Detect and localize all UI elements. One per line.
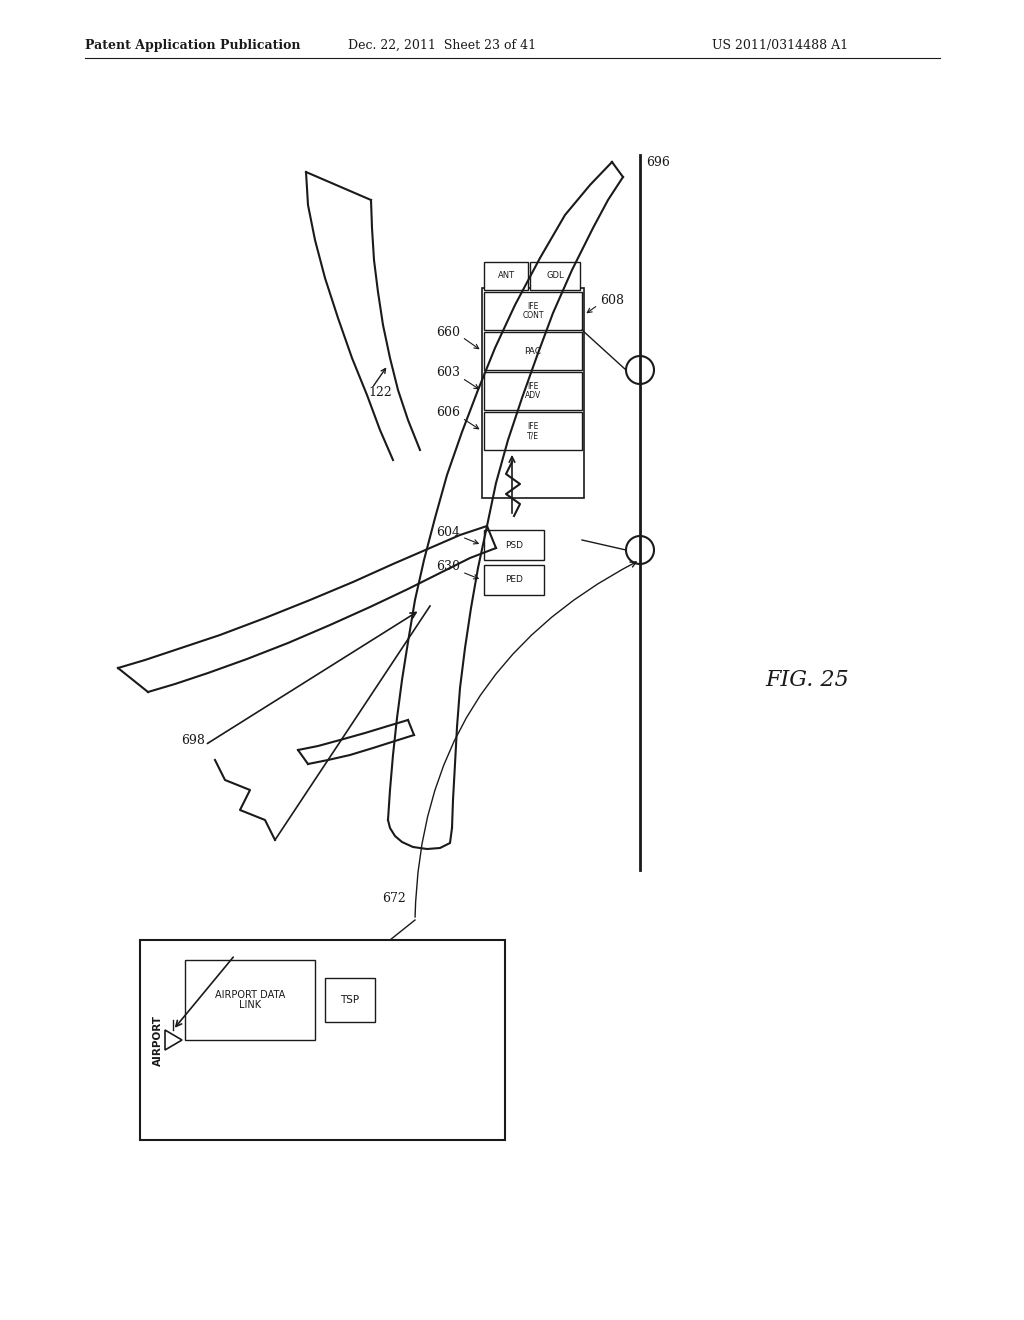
FancyBboxPatch shape [530,261,580,290]
Text: AIRPORT DATA
LINK: AIRPORT DATA LINK [215,990,285,1010]
Text: PSD: PSD [505,540,523,549]
Text: US 2011/0314488 A1: US 2011/0314488 A1 [712,38,848,51]
Text: 660: 660 [436,326,460,338]
Text: 122: 122 [368,387,392,400]
Text: 696: 696 [646,157,670,169]
Text: 630: 630 [436,561,460,573]
FancyBboxPatch shape [484,261,528,290]
Text: IFE
CONT: IFE CONT [522,302,544,321]
FancyBboxPatch shape [484,531,544,560]
Text: 608: 608 [600,293,624,306]
FancyBboxPatch shape [484,372,582,411]
Text: 603: 603 [436,367,460,380]
FancyBboxPatch shape [140,940,505,1140]
Text: PED: PED [505,576,523,585]
Text: ANT: ANT [498,272,515,281]
Text: 698: 698 [181,734,205,747]
FancyBboxPatch shape [325,978,375,1022]
Text: IFE
ADV: IFE ADV [525,381,541,400]
Text: IFE
T/E: IFE T/E [527,421,539,441]
Text: 604: 604 [436,525,460,539]
Text: 606: 606 [436,407,460,420]
Text: PAC: PAC [524,346,542,355]
Text: GDL: GDL [546,272,564,281]
Text: Patent Application Publication: Patent Application Publication [85,38,300,51]
FancyBboxPatch shape [185,960,315,1040]
Text: AIRPORT: AIRPORT [153,1015,163,1065]
FancyBboxPatch shape [484,565,544,595]
FancyBboxPatch shape [484,333,582,370]
FancyBboxPatch shape [484,412,582,450]
Text: 672: 672 [382,892,406,906]
Text: Dec. 22, 2011  Sheet 23 of 41: Dec. 22, 2011 Sheet 23 of 41 [348,38,537,51]
FancyBboxPatch shape [484,292,582,330]
Text: FIG. 25: FIG. 25 [765,669,849,690]
Text: TSP: TSP [340,995,359,1005]
